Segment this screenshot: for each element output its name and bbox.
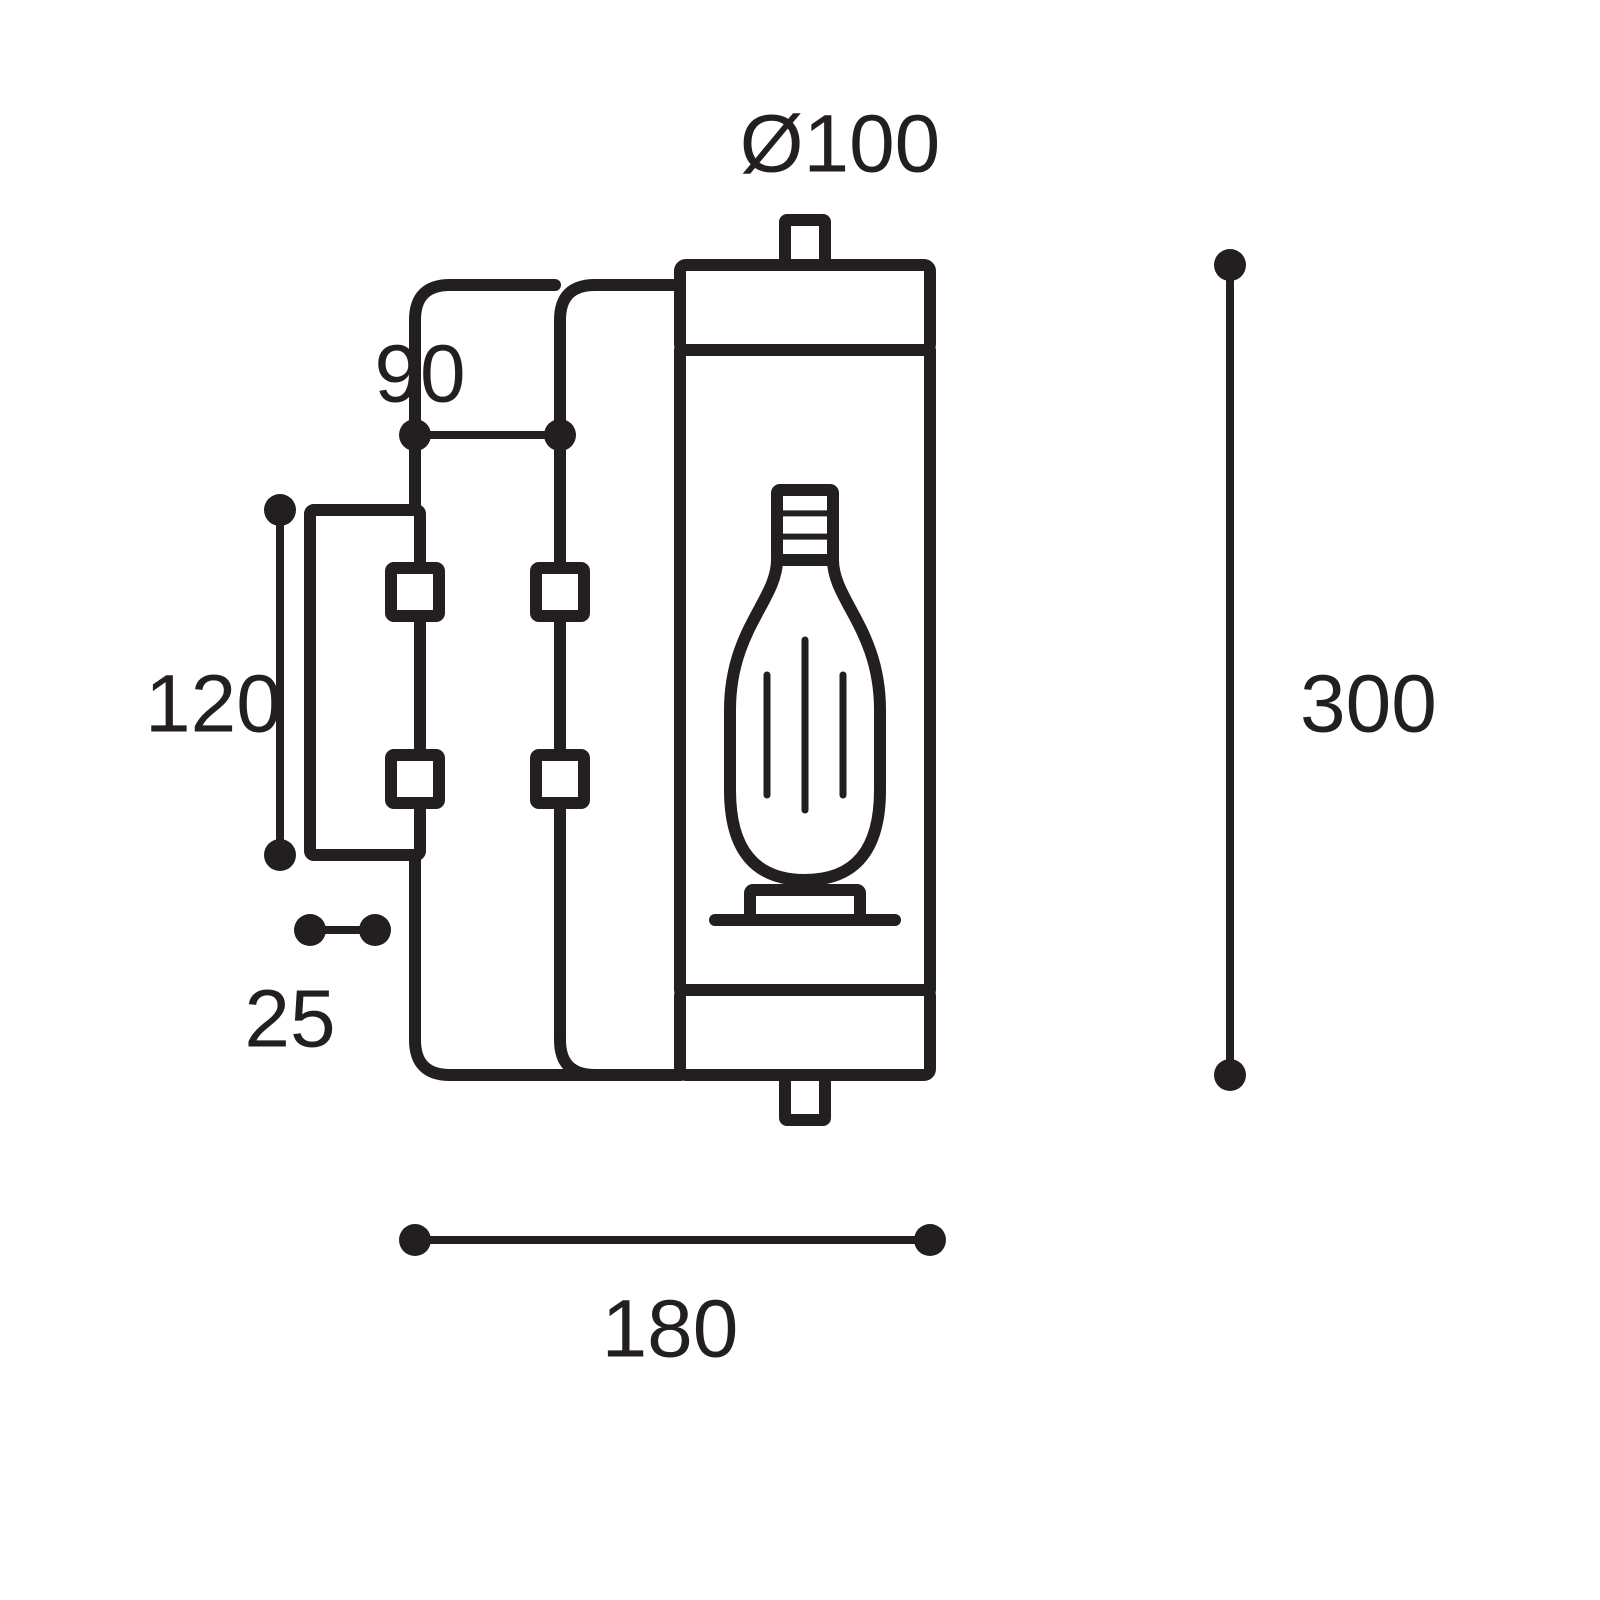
dim-arm-gap: 90	[374, 329, 465, 420]
dim-mount-height: 120	[145, 659, 282, 750]
dim-height: 300	[1300, 659, 1437, 750]
dim-width: 180	[602, 1284, 739, 1375]
technical-drawing: Ø100 300 180 120 90 25	[0, 0, 1600, 1600]
dim-diameter: Ø100	[740, 99, 941, 190]
dim-mount-depth: 25	[244, 974, 335, 1065]
